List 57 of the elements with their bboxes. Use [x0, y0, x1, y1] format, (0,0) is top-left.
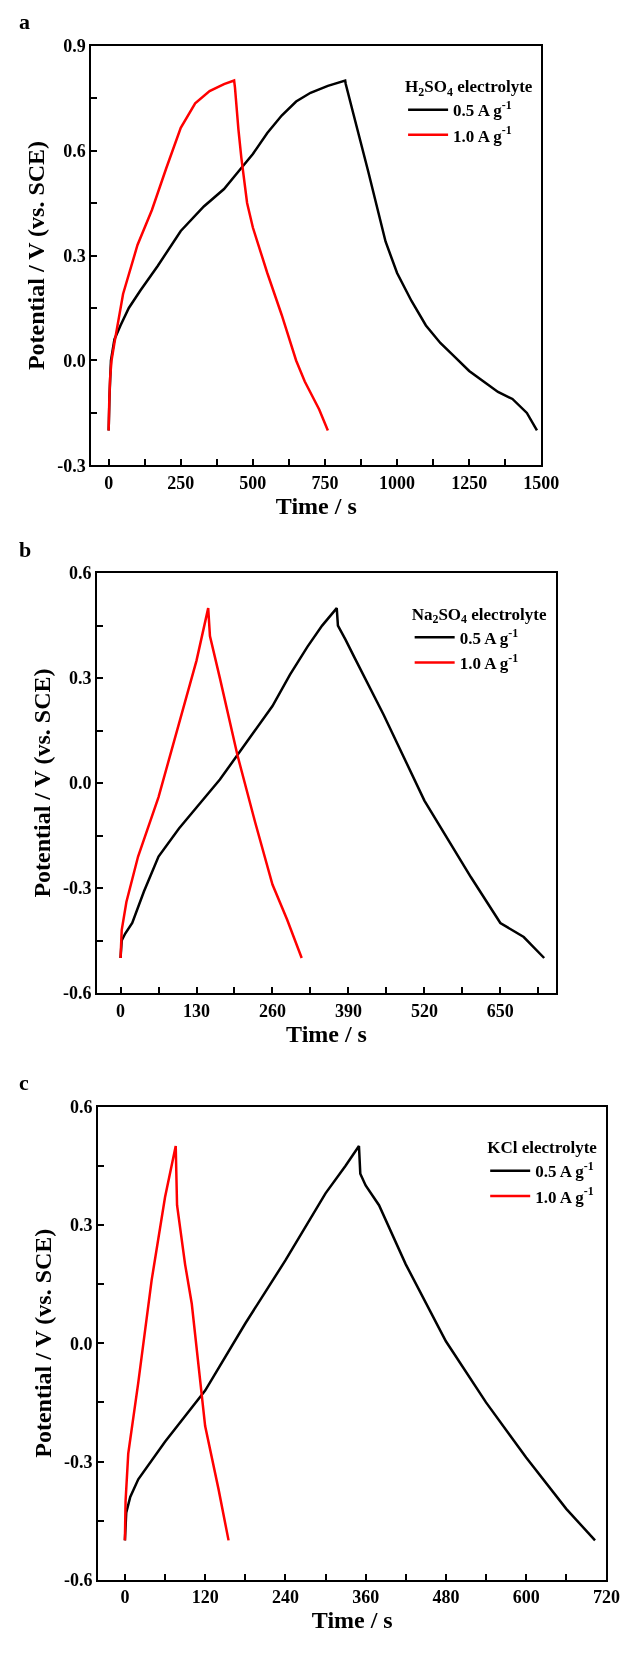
- x-tick-label: 720: [592, 1587, 620, 1608]
- legend-label: 0.5 A g$^{-1}$: [459, 625, 519, 648]
- legend-title: KCl electrolyte: [487, 1138, 598, 1158]
- x-tick-label: 1000: [379, 473, 416, 494]
- y-axis-title: Potential / V (vs. SCE): [28, 668, 55, 898]
- y-axis-title: Potential / V (vs. SCE): [29, 1228, 56, 1458]
- y-tick-label: 0.9: [63, 35, 86, 56]
- y-tick-label: 0.6: [63, 140, 86, 161]
- x-tick-label: 520: [410, 1000, 438, 1021]
- y-tick-label: 0.3: [70, 1215, 93, 1236]
- x-tick-label: 390: [334, 1000, 362, 1021]
- y-tick-label: -0.3: [57, 455, 86, 476]
- line-series: [119, 606, 303, 960]
- x-tick-label: 130: [183, 1000, 211, 1021]
- x-tick-label: 480: [432, 1587, 460, 1608]
- x-tick-label: 120: [191, 1587, 219, 1608]
- y-tick-label: -0.3: [64, 1451, 93, 1472]
- line-series: [123, 1144, 230, 1542]
- text: c: [19, 1070, 29, 1095]
- y-tick-label: 0.6: [69, 563, 92, 584]
- y-tick-label: -0.3: [63, 878, 92, 899]
- y-tick-label: 0.0: [63, 350, 86, 371]
- x-axis-title: Time / s: [275, 493, 357, 520]
- line-series: [107, 79, 330, 432]
- legend-label: 1.0 A g$^{-1}$: [453, 123, 512, 146]
- x-tick-label: 260: [258, 1000, 286, 1021]
- x-axis-title: Time / s: [286, 1020, 367, 1047]
- x-tick-label: 240: [271, 1587, 299, 1608]
- x-tick-label: 750: [311, 473, 339, 494]
- text: a: [19, 9, 30, 34]
- line-series: [119, 606, 546, 960]
- x-tick-label: 600: [512, 1587, 540, 1608]
- x-tick-label: 1500: [523, 473, 560, 494]
- legend-label: 0.5 A g$^{-1}$: [453, 98, 512, 121]
- y-tick-label: 0.3: [69, 668, 92, 689]
- x-tick-label: 0: [116, 1000, 126, 1021]
- legend-title: Na$_{2}$SO$_{4}$ electrolyte: [411, 604, 547, 627]
- x-tick-label: 1250: [451, 473, 488, 494]
- legend-label: 1.0 A g$^{-1}$: [535, 1184, 594, 1207]
- y-tick-label: 0.3: [63, 245, 86, 266]
- x-tick-label: 360: [352, 1587, 380, 1608]
- y-axis-title: Potential / V (vs. SCE): [22, 140, 49, 371]
- x-tick-label: 250: [167, 473, 195, 494]
- y-tick-label: 0.0: [70, 1333, 93, 1354]
- y-tick-label: -0.6: [64, 1570, 93, 1591]
- x-tick-label: 0: [120, 1587, 130, 1608]
- y-tick-label: 0.6: [70, 1096, 93, 1117]
- legend-label: 0.5 A g$^{-1}$: [535, 1159, 594, 1182]
- x-tick-label: 0: [104, 473, 114, 494]
- x-tick-label: 500: [239, 473, 267, 494]
- x-tick-label: 650: [486, 1000, 514, 1021]
- text: b: [19, 537, 32, 562]
- legend-label: 1.0 A g$^{-1}$: [459, 650, 519, 674]
- legend-title: H$_{2}$SO$_{4}$ electrolyte: [405, 77, 533, 99]
- y-tick-label: 0.0: [69, 773, 92, 794]
- x-axis-title: Time / s: [311, 1607, 393, 1634]
- y-tick-label: -0.6: [63, 983, 92, 1004]
